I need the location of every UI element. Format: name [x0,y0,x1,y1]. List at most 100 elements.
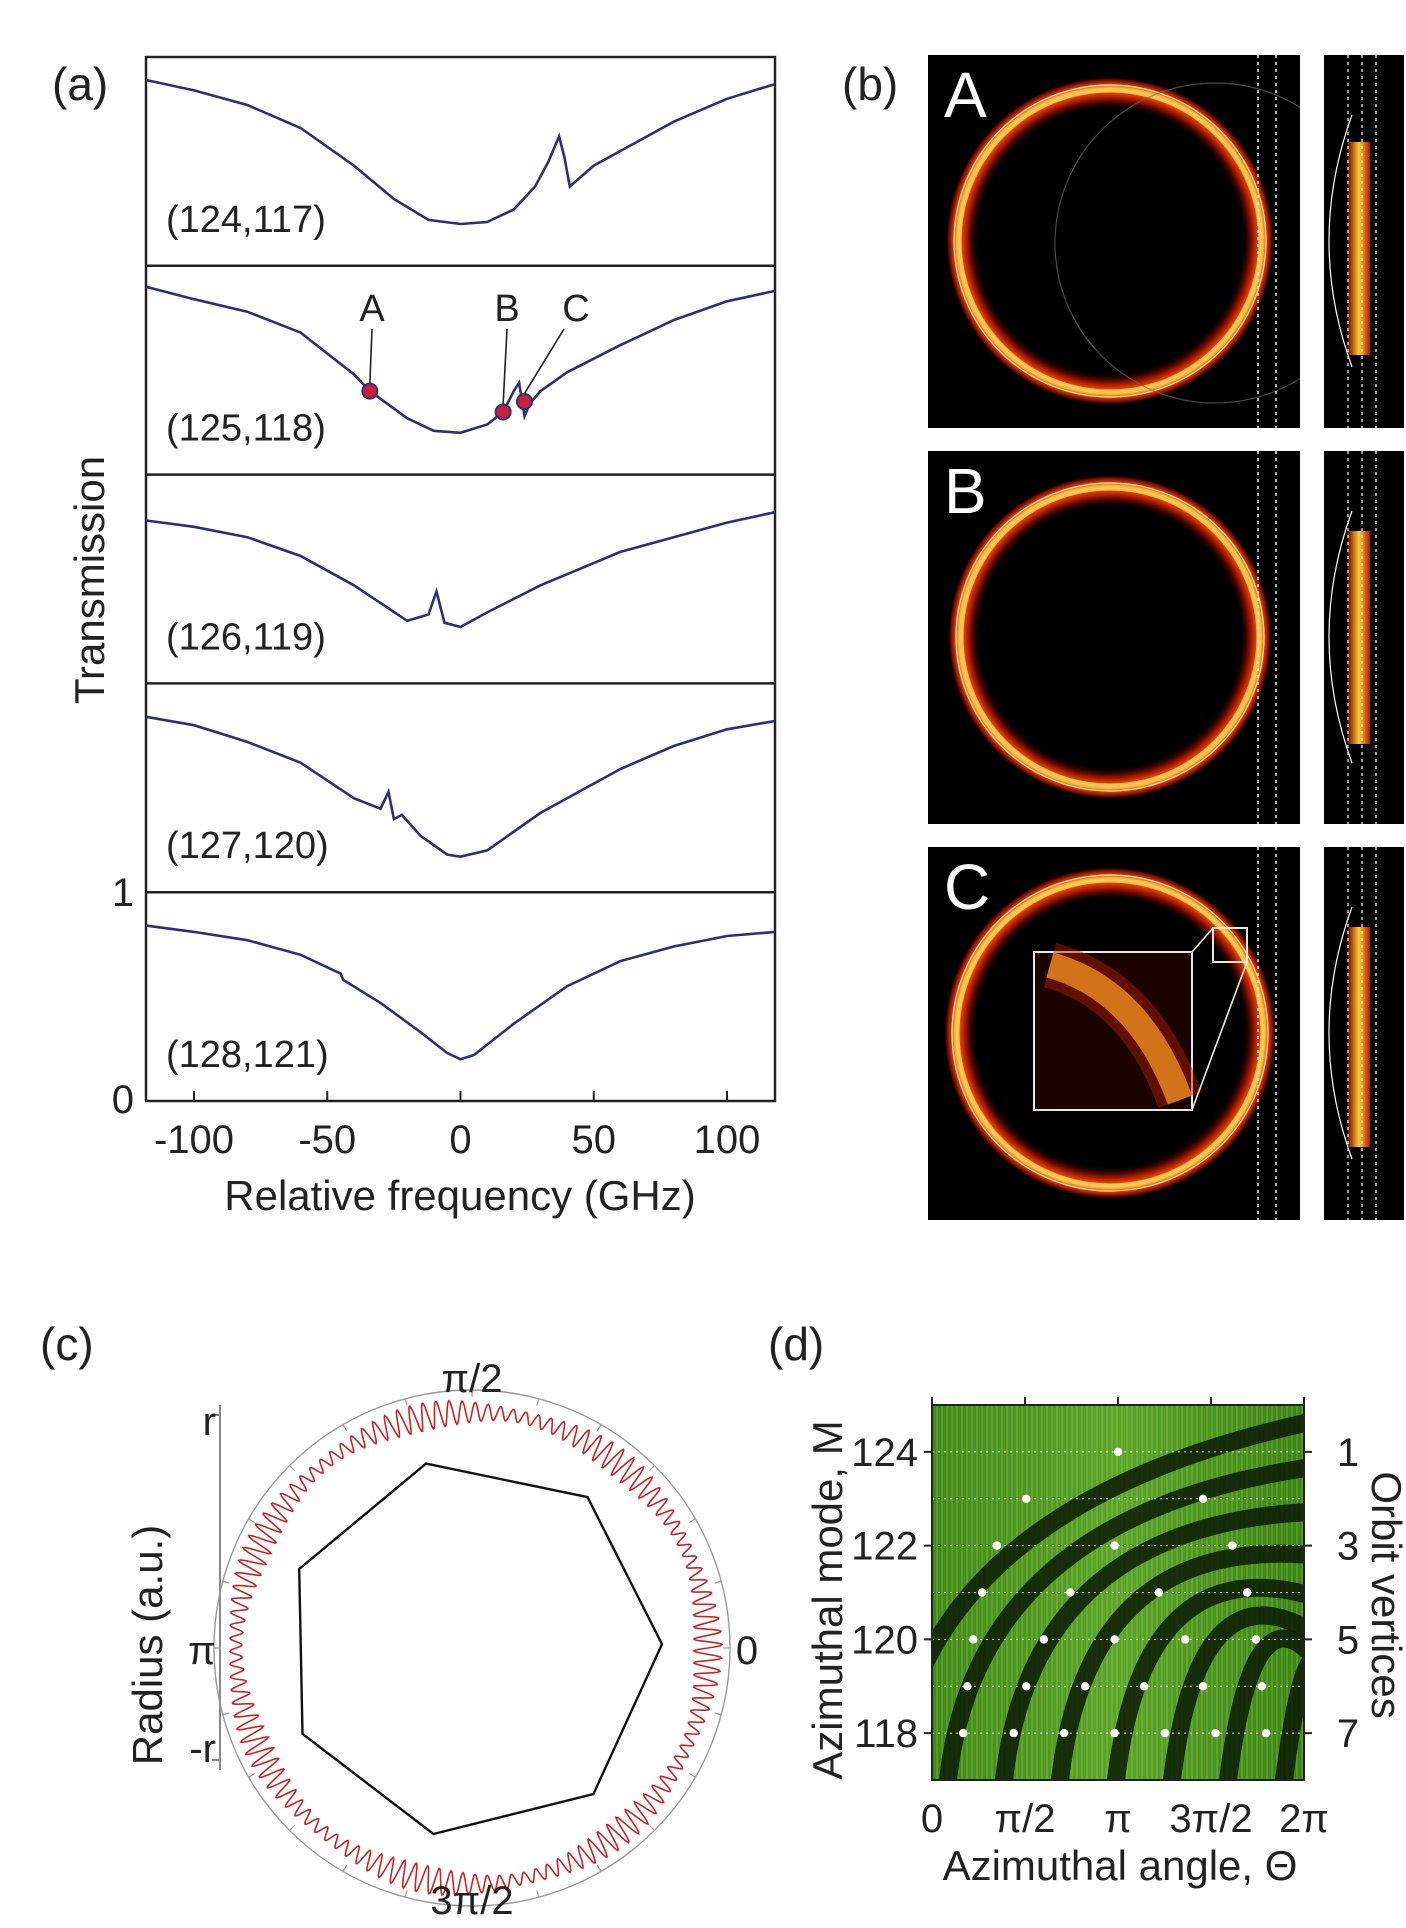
panel-d-heatmap: 124 122 120 118 1 3 5 7 0 π/2 π 3π/2 2π [851,1397,1359,1841]
vertex-dot [959,1728,968,1738]
point-leader-B [502,328,508,405]
side-boundary-arc [1328,114,1353,368]
mode-ring [946,77,1274,405]
polar-tick [289,1465,295,1471]
polar-tick [222,1580,230,1584]
radius-tick-label: -r [189,1727,216,1771]
vertex-dot [1081,1682,1090,1691]
panel-c-label: (c) [40,1318,94,1370]
dark-band [995,1503,1304,1780]
polar-tick [649,1465,655,1471]
mode-ring [948,475,1272,799]
point-leader-A [369,328,373,384]
point-marker-B [494,403,512,421]
dark-band [1219,1629,1304,1780]
y2-tick-label: 3 [1337,1525,1359,1569]
vertex-dot [1066,1588,1075,1597]
polar-tick [714,1580,722,1584]
vertex-dot [1160,1728,1170,1738]
dark-band [939,1459,1304,1780]
x-tick-label: 0 [921,1797,943,1841]
x-tick-label: 0 [449,1118,471,1162]
y-tick-label: 122 [851,1525,918,1569]
angle-label-pi-2: π/2 [442,1357,503,1401]
mode-label-5: (128,121) [166,1034,329,1076]
y-tick-label: 124 [851,1431,918,1475]
polar-tick [714,1712,722,1716]
boundary-circle [951,874,1269,1192]
panel-c-polar: r -r π/2 π 0 3π/2 [188,1357,758,1923]
x-tick-label: 100 [694,1118,761,1162]
polar-tick [222,1712,230,1716]
point-marker-C [515,393,533,411]
transmission-curve-5 [145,924,776,1061]
point-label-B: B [494,288,519,330]
vertex-dot [977,1588,987,1597]
polar-tick [689,1518,696,1524]
vertex-dot [1110,1728,1119,1738]
x-tick-label: π [1104,1797,1132,1841]
point-label-C: C [562,288,589,330]
orbit-polygon [297,1462,664,1836]
angle-label-3pi-2: 3π/2 [430,1879,513,1923]
mode-label-3: (126,119) [166,616,326,658]
zoom-connector [1191,961,1248,1111]
vertex-dot [1198,1494,1208,1504]
point-marker-A [361,382,379,400]
panel-a-label: (a) [52,58,108,110]
vertex-dot [1039,1635,1049,1644]
polar-tick [596,1865,602,1872]
polar-tick [342,1424,348,1431]
radius-tick-label: r [203,1400,216,1444]
x-tick-label: 3π/2 [1169,1797,1252,1841]
mode-label-4: (127,120) [166,825,329,867]
vertex-dot [1059,1728,1069,1738]
vertex-dot [1009,1728,1018,1738]
panel-b-label: (b) [842,58,898,110]
mode-ring-core [960,487,1260,787]
dark-band [1163,1606,1304,1780]
dark-band [1275,1656,1304,1780]
polar-tick [649,1825,655,1831]
vertex-dot [1181,1635,1190,1644]
polar-tick [404,1890,408,1898]
side-strip-C [1348,927,1370,1147]
side-strip-A [1348,142,1370,355]
polar-tick [536,1398,540,1406]
polar-tick [342,1865,348,1872]
y-tick-label: 118 [854,1712,918,1756]
y2-tick-label: 7 [1337,1712,1359,1756]
vertex-dot [1113,1447,1123,1457]
radial-ripple-curve [228,1399,724,1897]
polar-tick [596,1424,602,1431]
y2-tick-label: 5 [1337,1618,1359,1662]
panel-c-ylabel: Radius (a.u.) [124,1525,171,1765]
vertex-dot [1154,1588,1164,1597]
x-tick-label: π/2 [995,1797,1056,1841]
vertex-dot [1139,1682,1149,1691]
side-boundary-arc [1328,906,1353,1160]
vertex-dot [1228,1541,1237,1550]
polar-tick [248,1772,255,1778]
vertex-dot [969,1635,978,1644]
dark-band [1051,1544,1304,1780]
x-tick-label: 2π [1279,1797,1329,1841]
polar-tick [248,1518,255,1524]
point-label-A: A [359,288,385,330]
transmission-curve-1 [145,78,776,226]
zoom-source-box [1212,927,1248,963]
x-tick-label: -100 [154,1118,234,1162]
field-image-content-B [948,451,1277,824]
vertex-dot [1257,1682,1267,1691]
zoom-inset-ring [1046,952,1193,1105]
panel-a-ylabel: Transmission [66,456,113,704]
vertex-dot [1243,1588,1252,1597]
y-tick-label: 120 [851,1618,918,1662]
field-image-content-A [946,55,1300,428]
angle-label-0: 0 [736,1629,758,1673]
vertex-dot [1110,1635,1119,1644]
dark-band [1107,1578,1304,1780]
mode-ring-core [958,89,1262,393]
dark-band [932,1414,1304,1670]
